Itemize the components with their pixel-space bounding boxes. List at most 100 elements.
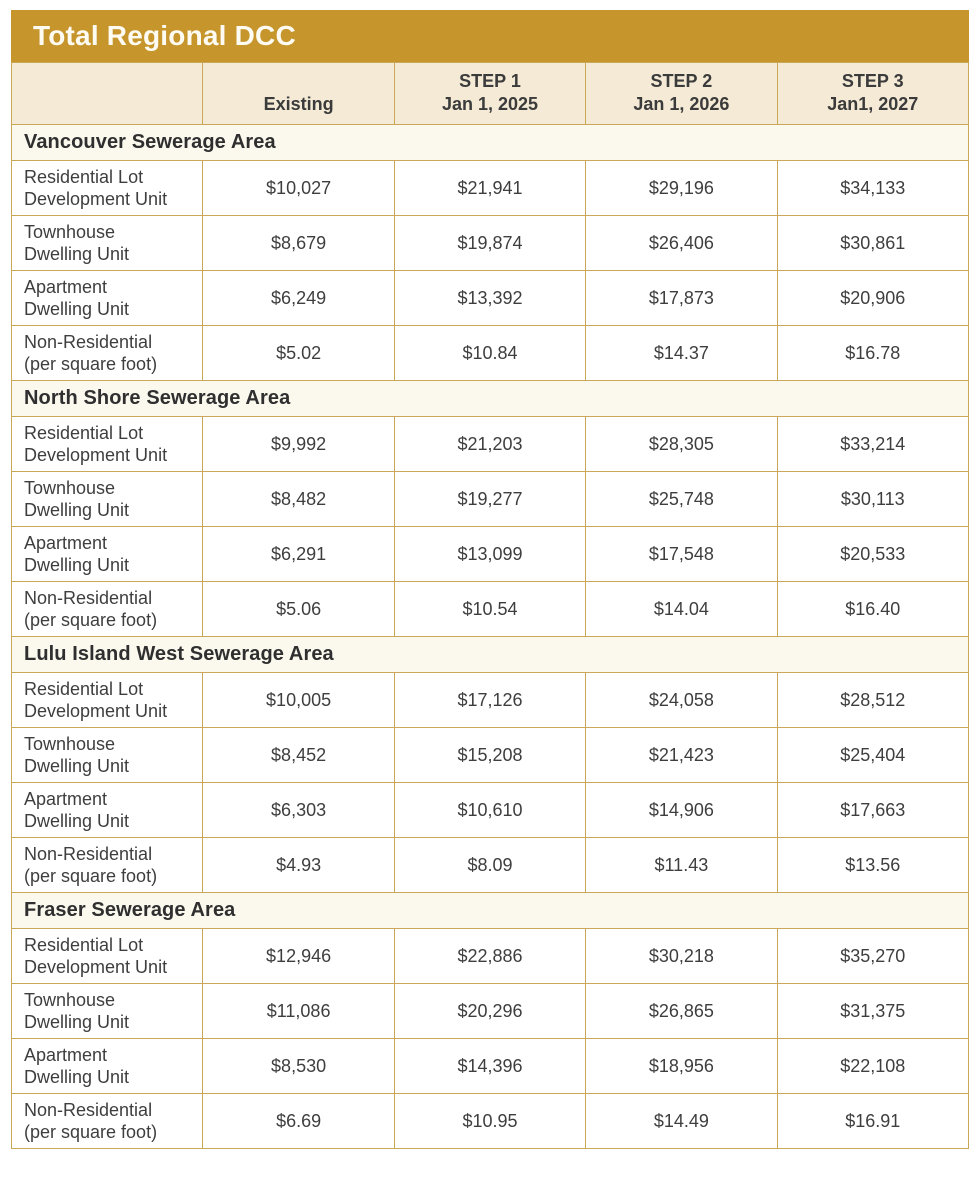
fee-value-cell: $20,906 xyxy=(776,270,970,326)
table-row: Non-Residential (per square foot) $5.02 $1… xyxy=(10,325,970,381)
dcc-rate-table: Existing STEP 1 Jan 1, 2025 STEP 2 Jan 1, … xyxy=(10,62,970,1149)
fee-value-cell: $13,392 xyxy=(393,270,587,326)
section-header-row: Vancouver Sewerage Area xyxy=(11,124,969,161)
row-label: Apartment Dwelling Unit xyxy=(10,782,204,838)
row-label: Non-Residential (per square foot) xyxy=(10,581,204,637)
section-header: Lulu Island West Sewerage Area xyxy=(11,636,969,673)
fee-value-cell: $17,663 xyxy=(776,782,970,838)
step-label: STEP 2 xyxy=(650,71,713,91)
fee-value-cell: $10,027 xyxy=(202,160,395,216)
fee-value-cell: $29,196 xyxy=(585,160,778,216)
column-header-existing: Existing xyxy=(202,62,395,125)
fee-value-cell: $31,375 xyxy=(776,983,970,1039)
fee-value-cell: $8.09 xyxy=(393,837,587,893)
fee-value-cell: $21,423 xyxy=(585,727,778,783)
row-label: Non-Residential (per square foot) xyxy=(10,1093,204,1149)
table-row: Apartment Dwelling Unit $6,291 $13,099 $17,… xyxy=(10,526,970,582)
step-label: STEP 3 xyxy=(841,71,904,91)
row-label: Non-Residential (per square foot) xyxy=(10,837,204,893)
table-row: Apartment Dwelling Unit $6,303 $10,610 $14,… xyxy=(10,782,970,838)
fee-value-cell: $19,277 xyxy=(393,471,587,527)
row-label: Townhouse Dwelling Unit xyxy=(10,215,204,271)
step-label: STEP 1 xyxy=(459,71,521,91)
fee-value-cell: $10.95 xyxy=(393,1093,587,1149)
table-row: Non-Residential (per square foot) $5.06 $1… xyxy=(10,581,970,637)
fee-value-cell: $14.49 xyxy=(585,1093,778,1149)
column-header-step2: STEP 2 Jan 1, 2026 xyxy=(585,62,778,125)
fee-value-cell: $17,548 xyxy=(585,526,778,582)
row-label: Residential Lot Development Unit xyxy=(10,928,204,984)
fee-value-cell: $21,941 xyxy=(393,160,587,216)
table-row: Residential Lot Development Unit $12,946 $… xyxy=(10,928,970,984)
fee-value-cell: $5.02 xyxy=(202,325,395,381)
column-header-step3: STEP 3 Jan1, 2027 xyxy=(776,62,970,125)
fee-value-cell: $10.84 xyxy=(393,325,587,381)
table-row: Residential Lot Development Unit $10,027 $… xyxy=(10,160,970,216)
table-row: Townhouse Dwelling Unit $8,482 $19,277 $25,… xyxy=(10,471,970,527)
table-row: Apartment Dwelling Unit $8,530 $14,396 $18,… xyxy=(10,1038,970,1094)
fee-value-cell: $20,296 xyxy=(393,983,587,1039)
fee-value-cell: $13.56 xyxy=(776,837,970,893)
fee-value-cell: $26,865 xyxy=(585,983,778,1039)
row-label: Apartment Dwelling Unit xyxy=(10,526,204,582)
row-label: Residential Lot Development Unit xyxy=(10,160,204,216)
row-label: Residential Lot Development Unit xyxy=(10,672,204,728)
fee-value-cell: $16.40 xyxy=(776,581,970,637)
row-label: Apartment Dwelling Unit xyxy=(10,1038,204,1094)
fee-value-cell: $6,291 xyxy=(202,526,395,582)
section-header: North Shore Sewerage Area xyxy=(11,380,969,417)
fee-value-cell: $30,113 xyxy=(776,471,970,527)
fee-value-cell: $22,108 xyxy=(776,1038,970,1094)
fee-value-cell: $8,530 xyxy=(202,1038,395,1094)
table-row: Townhouse Dwelling Unit $11,086 $20,296 $26… xyxy=(10,983,970,1039)
fee-value-cell: $14,906 xyxy=(585,782,778,838)
fee-value-cell: $25,404 xyxy=(776,727,970,783)
fee-value-cell: $13,099 xyxy=(393,526,587,582)
fee-value-cell: $21,203 xyxy=(393,416,587,472)
fee-value-cell: $19,874 xyxy=(393,215,587,271)
fee-value-cell: $26,406 xyxy=(585,215,778,271)
section-header-row: Fraser Sewerage Area xyxy=(11,892,969,929)
step-date: Jan 1, 2025 xyxy=(441,93,539,114)
fee-value-cell: $17,873 xyxy=(585,270,778,326)
fee-value-cell: $10.54 xyxy=(393,581,587,637)
section-header: Vancouver Sewerage Area xyxy=(11,124,969,161)
table-row: Townhouse Dwelling Unit $8,452 $15,208 $21,… xyxy=(10,727,970,783)
table-title-bar: Total Regional DCC xyxy=(11,10,969,62)
fee-value-cell: $18,956 xyxy=(585,1038,778,1094)
fee-value-cell: $34,133 xyxy=(776,160,970,216)
fee-value-cell: $11.43 xyxy=(585,837,778,893)
table-row: Townhouse Dwelling Unit $8,679 $19,874 $26,… xyxy=(10,215,970,271)
fee-value-cell: $14.37 xyxy=(585,325,778,381)
fee-value-cell: $22,886 xyxy=(393,928,587,984)
row-label: Townhouse Dwelling Unit xyxy=(10,471,204,527)
section-header-row: Lulu Island West Sewerage Area xyxy=(11,636,969,673)
fee-value-cell: $8,452 xyxy=(202,727,395,783)
table-row: Apartment Dwelling Unit $6,249 $13,392 $17,… xyxy=(10,270,970,326)
fee-value-cell: $11,086 xyxy=(202,983,395,1039)
fee-value-cell: $8,679 xyxy=(202,215,395,271)
fee-value-cell: $14.04 xyxy=(585,581,778,637)
section-header-row: North Shore Sewerage Area xyxy=(11,380,969,417)
corner-cell xyxy=(10,62,204,125)
fee-value-cell: $6,303 xyxy=(202,782,395,838)
fee-value-cell: $16.91 xyxy=(776,1093,970,1149)
fee-value-cell: $17,126 xyxy=(393,672,587,728)
fee-value-cell: $6.69 xyxy=(202,1093,395,1149)
fee-value-cell: $24,058 xyxy=(585,672,778,728)
fee-value-cell: $28,512 xyxy=(776,672,970,728)
fee-value-cell: $16.78 xyxy=(776,325,970,381)
fee-value-cell: $14,396 xyxy=(393,1038,587,1094)
fee-value-cell: $10,005 xyxy=(202,672,395,728)
table-row: Non-Residential (per square foot) $6.69 $1… xyxy=(10,1093,970,1149)
row-label: Residential Lot Development Unit xyxy=(10,416,204,472)
section-header: Fraser Sewerage Area xyxy=(11,892,969,929)
fee-value-cell: $30,218 xyxy=(585,928,778,984)
step-date: Jan1, 2027 xyxy=(827,93,919,114)
step-date: Jan 1, 2026 xyxy=(633,93,730,114)
row-label: Townhouse Dwelling Unit xyxy=(10,983,204,1039)
fee-value-cell: $33,214 xyxy=(776,416,970,472)
fee-value-cell: $8,482 xyxy=(202,471,395,527)
row-label: Apartment Dwelling Unit xyxy=(10,270,204,326)
